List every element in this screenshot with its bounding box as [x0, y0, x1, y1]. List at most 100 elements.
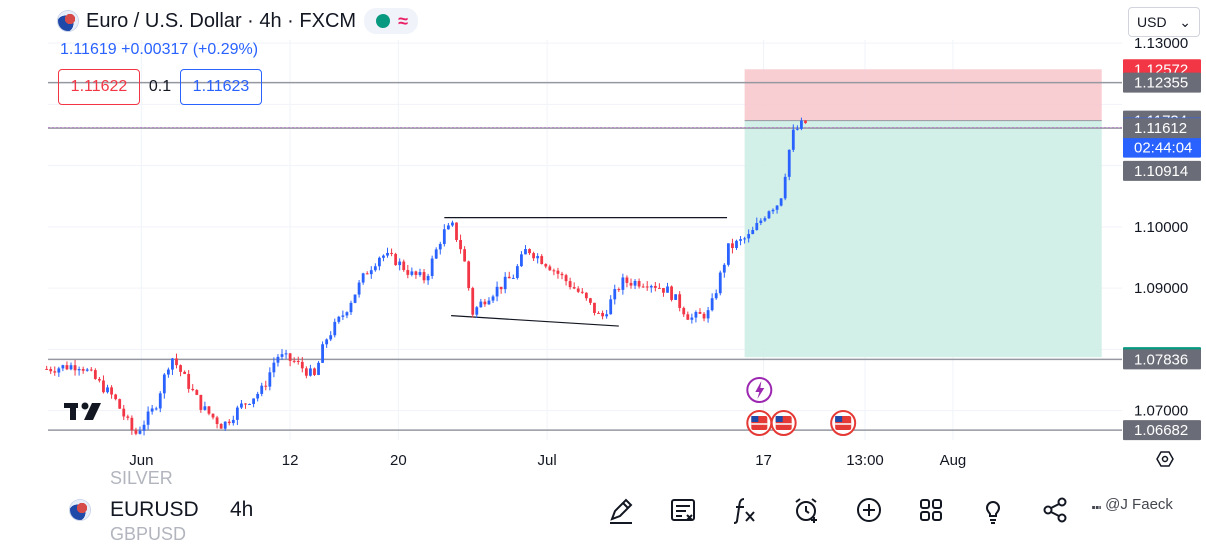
candle-body	[726, 243, 730, 265]
candle-body	[138, 430, 142, 434]
alarm-icon[interactable]	[776, 490, 838, 530]
candle-body	[800, 120, 803, 129]
candle-body	[637, 280, 641, 287]
candle-body	[787, 149, 791, 177]
candle-body	[73, 365, 77, 371]
candle-body	[49, 369, 53, 372]
market-open-dot-icon	[376, 14, 391, 28]
candle-body	[394, 253, 398, 266]
buy-button[interactable]: 1.11623	[180, 69, 262, 105]
candle-body	[511, 277, 515, 279]
candle-body	[743, 238, 747, 240]
toolbar-tools	[590, 490, 1086, 530]
candle-body	[130, 417, 134, 431]
candle-body	[280, 354, 284, 357]
candle-body	[102, 380, 105, 393]
candle-body	[382, 255, 385, 258]
candle-body	[670, 286, 673, 300]
symbol-button[interactable]: EURUSD	[110, 498, 199, 521]
candle-body	[300, 361, 304, 369]
candle-body	[491, 296, 495, 301]
candle-body	[548, 266, 552, 271]
candle-body	[333, 321, 337, 336]
quantity-field[interactable]: 0.1	[148, 78, 172, 95]
x-tick-label: Jun	[129, 452, 153, 469]
symbol-title[interactable]: Euro / U.S. Dollar · 4h · FXCM	[86, 9, 357, 32]
trend-line	[451, 315, 619, 327]
candle-body	[755, 223, 759, 231]
candle-body	[118, 399, 122, 409]
price-tag-label: 1.06682	[1134, 422, 1188, 439]
candle-body	[767, 211, 771, 219]
candle-body	[430, 258, 434, 276]
candle-body	[146, 411, 150, 425]
candle-body	[89, 369, 93, 371]
timeframe-button[interactable]: 4h	[230, 498, 254, 521]
candle-body	[203, 406, 207, 410]
x-tick-label: Jul	[538, 452, 557, 469]
candle-body	[564, 275, 568, 282]
sell-button[interactable]: 1.11622	[58, 69, 140, 105]
candle-body	[613, 289, 617, 300]
candle-body	[110, 387, 113, 395]
candle-body	[779, 198, 783, 206]
countdown-label: 02:44:04	[1134, 140, 1192, 157]
candle-body	[114, 394, 118, 400]
candle-body	[442, 229, 446, 244]
candle-body	[166, 369, 170, 375]
currency-selector[interactable]: USD ⌄	[1128, 7, 1200, 37]
candle-body	[718, 272, 722, 294]
logo-dot	[81, 402, 89, 410]
candle-body	[361, 273, 365, 283]
candle-body	[223, 421, 227, 429]
candle-body	[589, 298, 592, 303]
share-icon[interactable]	[1024, 490, 1086, 530]
plus-circle-icon[interactable]	[838, 490, 900, 530]
candle-body	[495, 286, 499, 297]
candle-body	[438, 243, 442, 250]
note-icon[interactable]	[652, 490, 714, 530]
eur-usd-flag-icon	[70, 500, 90, 520]
candle-body	[739, 239, 742, 241]
lightning-bolt-icon	[755, 381, 765, 399]
quote-line: 1.11619 +0.00317 (+0.29%)	[60, 41, 259, 58]
candle-body	[572, 287, 576, 289]
candle-body	[337, 316, 341, 322]
pen-icon[interactable]	[590, 490, 652, 530]
candle-body	[406, 270, 410, 275]
candle-body	[483, 301, 487, 305]
candle-body	[211, 413, 215, 418]
candle-body	[386, 252, 389, 256]
candle-body	[597, 312, 600, 314]
candle-body	[345, 312, 349, 316]
candle-body	[248, 403, 251, 405]
candles	[45, 117, 807, 436]
candle-body	[268, 372, 272, 387]
candle-body	[633, 280, 637, 286]
candle-body	[276, 356, 280, 363]
candle-body	[560, 273, 564, 276]
candle-body	[690, 317, 694, 320]
settings-hexagon-icon	[1156, 451, 1174, 467]
candle-body	[235, 407, 239, 420]
candle-body	[686, 314, 690, 320]
candle-body	[426, 275, 430, 281]
x-tick-label: 13:00	[846, 452, 884, 469]
candle-body	[313, 368, 316, 375]
candle-body	[321, 344, 324, 363]
price-tag-label: 1.11612	[1134, 120, 1187, 137]
fx-icon[interactable]	[714, 490, 776, 530]
candle-body	[85, 369, 89, 371]
status-pill[interactable]: ≈	[364, 8, 418, 34]
candle-body	[475, 307, 479, 315]
price-tag	[1123, 160, 1201, 181]
grid-icon[interactable]	[900, 490, 962, 530]
candle-body	[134, 430, 138, 434]
candle-body	[678, 294, 682, 308]
candle-body	[61, 365, 65, 369]
watermark: ⑉ @J Faeck	[1092, 496, 1173, 513]
bulb-icon[interactable]	[962, 490, 1024, 530]
candle-body	[515, 266, 519, 278]
candle-body	[45, 368, 49, 370]
candle-body	[264, 385, 268, 387]
